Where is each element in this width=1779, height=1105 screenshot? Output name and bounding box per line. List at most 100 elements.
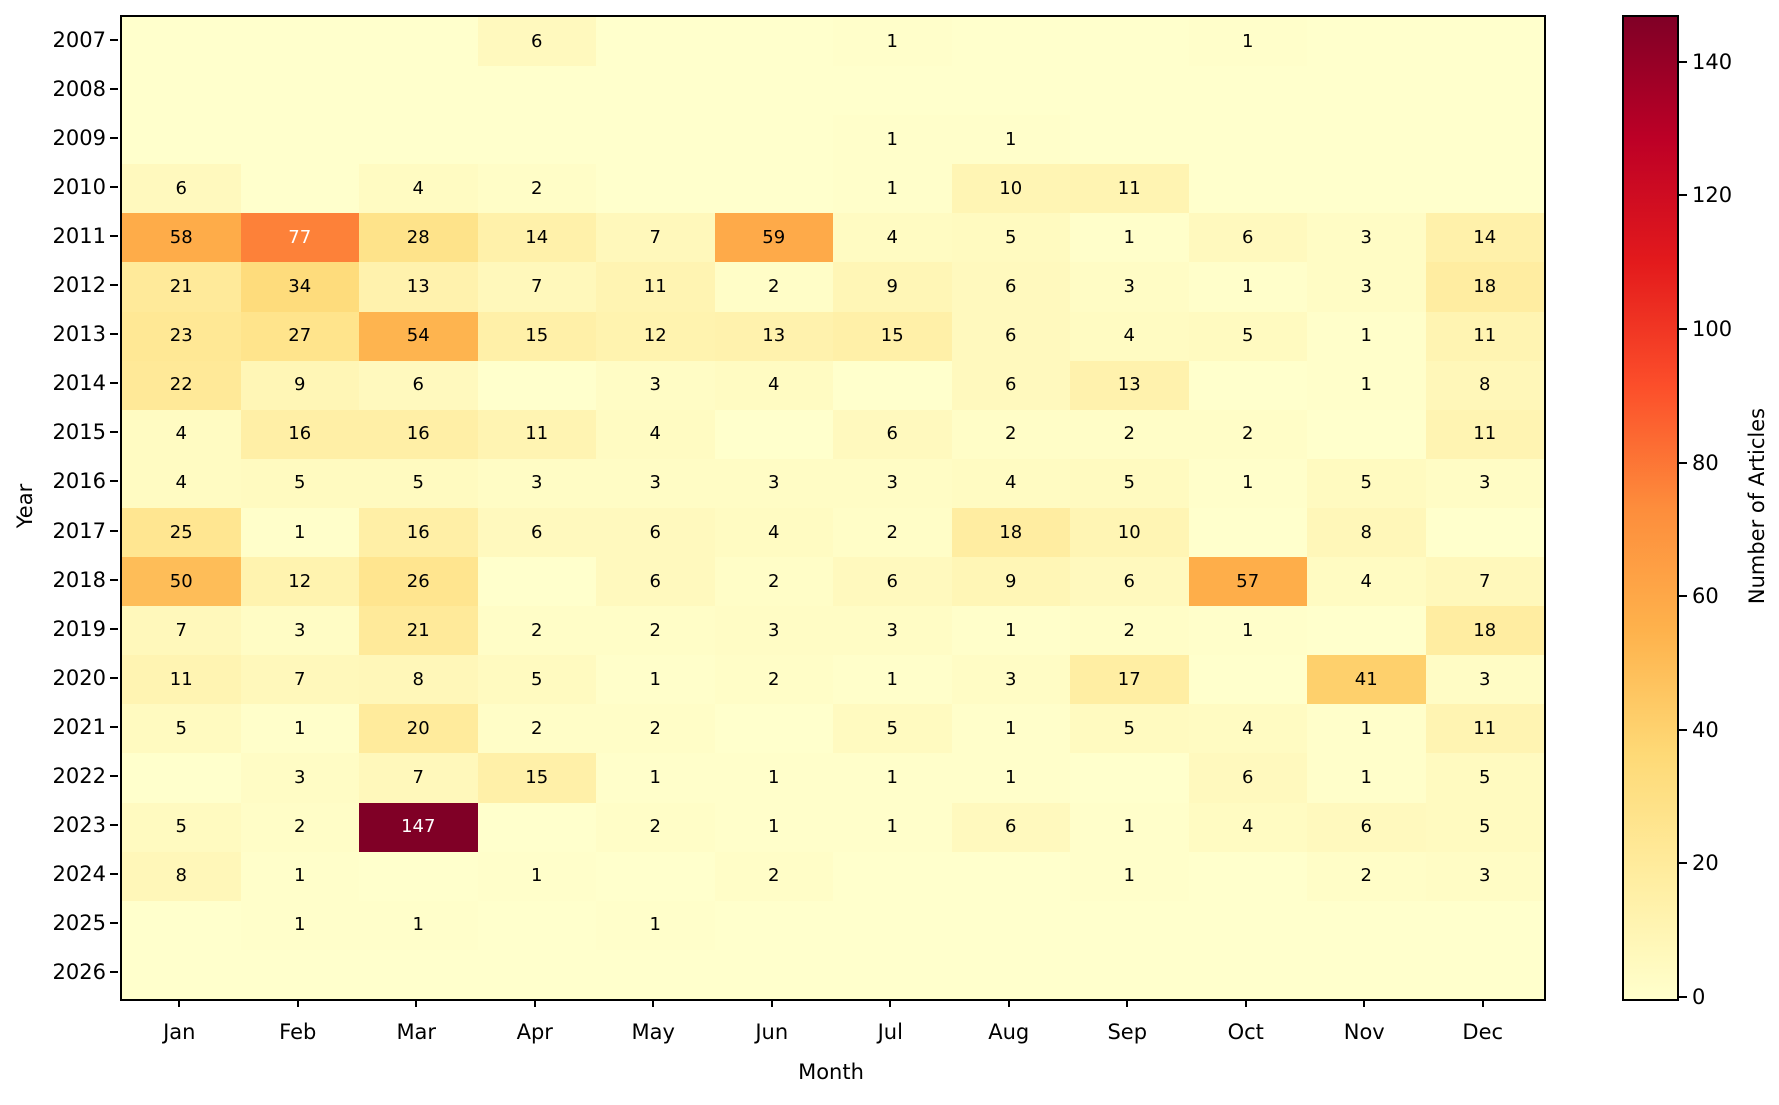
heatmap-cell: 1 xyxy=(714,753,833,803)
heatmap-cell xyxy=(477,802,596,852)
heatmap-cell: 2 xyxy=(714,262,833,312)
heatmap-cell: 2 xyxy=(714,851,833,901)
heatmap-cell xyxy=(240,17,359,67)
heatmap-cell: 5 xyxy=(833,704,952,754)
heatmap-cell: 28 xyxy=(359,213,478,263)
heatmap-cell: 147 xyxy=(359,802,478,852)
heatmap-cell: 3 xyxy=(1070,262,1189,312)
heatmap-cell: 7 xyxy=(240,655,359,705)
year-axis-tick-label: 2011 xyxy=(52,223,106,248)
year-axis-tick xyxy=(110,382,118,385)
month-axis-tick xyxy=(889,999,892,1007)
heatmap-cell xyxy=(1425,507,1544,558)
heatmap-cell: 3 xyxy=(833,458,952,508)
year-axis-tick-label: 2013 xyxy=(52,322,106,347)
year-axis-tick xyxy=(110,38,118,41)
heatmap-cell xyxy=(714,900,833,950)
heatmap-cell: 5 xyxy=(1307,458,1426,508)
heatmap-cell: 11 xyxy=(477,409,596,459)
heatmap-cell xyxy=(1070,753,1189,803)
month-axis-tick xyxy=(770,999,773,1007)
heatmap-cell: 4 xyxy=(359,164,478,214)
heatmap-cell: 3 xyxy=(240,753,359,803)
month-axis-tick-label: Dec xyxy=(1462,1020,1504,1044)
heatmap-cell: 3 xyxy=(714,458,833,508)
heatmap-cell: 2 xyxy=(714,557,833,607)
year-axis-tick xyxy=(110,873,118,876)
heatmap-cell: 6 xyxy=(951,360,1070,410)
heatmap-cell xyxy=(1307,17,1426,67)
heatmap-cell: 6 xyxy=(833,409,952,459)
heatmap-cell: 7 xyxy=(596,213,715,263)
heatmap-cell: 2 xyxy=(1070,606,1189,656)
month-axis-tick xyxy=(296,999,299,1007)
heatmap-cell xyxy=(122,17,241,67)
heatmap-cell: 18 xyxy=(1425,606,1544,656)
colorbar-gradient xyxy=(1624,17,1677,999)
heatmap-cell: 17 xyxy=(1070,655,1189,705)
heatmap-cell xyxy=(359,949,478,999)
heatmap-plot-area: 6 1 1 1 1 6 4 2 1 10 11 58 77 28 14 7 59 4 5 1 6 3 14 21 34 13 7 11… xyxy=(120,15,1546,1001)
heatmap-cell xyxy=(1307,409,1426,459)
colorbar-tick-label: 80 xyxy=(1692,450,1719,475)
heatmap-cell: 1 xyxy=(714,802,833,852)
heatmap-cell xyxy=(359,66,478,116)
heatmap-cell: 3 xyxy=(1307,213,1426,263)
heatmap-cell xyxy=(596,164,715,214)
heatmap-cell: 13 xyxy=(359,262,478,312)
colorbar-tick-label: 120 xyxy=(1692,183,1733,208)
heatmap-cell: 1 xyxy=(596,655,715,705)
heatmap-cell: 1 xyxy=(833,802,952,852)
colorbar-tick xyxy=(1679,60,1687,63)
heatmap-cell: 4 xyxy=(951,458,1070,508)
heatmap-cell xyxy=(1188,360,1307,410)
heatmap-cell: 1 xyxy=(951,115,1070,165)
heatmap-cell: 13 xyxy=(1070,360,1189,410)
heatmap-cell: 12 xyxy=(596,311,715,361)
heatmap-cell: 1 xyxy=(833,655,952,705)
heatmap-cell xyxy=(1307,949,1426,999)
heatmap-cell: 5 xyxy=(240,458,359,508)
heatmap-cell: 6 xyxy=(1188,753,1307,803)
colorbar-tick xyxy=(1679,194,1687,197)
heatmap-cell: 14 xyxy=(477,213,596,263)
heatmap-cell xyxy=(122,949,241,999)
heatmap-cell: 3 xyxy=(1425,851,1544,901)
heatmap-cell: 20 xyxy=(359,704,478,754)
heatmap-cell: 3 xyxy=(240,606,359,656)
heatmap-cell: 11 xyxy=(1070,164,1189,214)
heatmap-cell: 11 xyxy=(1425,409,1544,459)
month-axis-tick-label: Oct xyxy=(1227,1020,1264,1044)
heatmap-cell: 11 xyxy=(596,262,715,312)
month-axis-tick-label: Feb xyxy=(279,1020,317,1044)
heatmap-cell xyxy=(1070,900,1189,950)
heatmap-cell xyxy=(596,115,715,165)
heatmap-cell xyxy=(1188,115,1307,165)
heatmap-cell: 1 xyxy=(833,17,952,67)
heatmap-cell xyxy=(477,900,596,950)
heatmap-cell xyxy=(240,949,359,999)
year-axis-tick-label: 2008 xyxy=(52,76,106,101)
heatmap-cell: 3 xyxy=(1425,458,1544,508)
heatmap-cell xyxy=(359,17,478,67)
heatmap-cell: 6 xyxy=(596,507,715,558)
heatmap-cell xyxy=(1425,66,1544,116)
heatmap-cell: 8 xyxy=(1307,507,1426,558)
year-axis-tick xyxy=(110,136,118,139)
heatmap-cell: 2 xyxy=(951,409,1070,459)
heatmap-cell xyxy=(596,949,715,999)
heatmap-cell: 6 xyxy=(833,557,952,607)
heatmap-cell xyxy=(833,851,952,901)
year-axis-tick-label: 2025 xyxy=(52,911,106,936)
heatmap-cell: 1 xyxy=(240,851,359,901)
heatmap-cell xyxy=(477,360,596,410)
heatmap-cell: 8 xyxy=(1425,360,1544,410)
heatmap-cell: 6 xyxy=(1307,802,1426,852)
heatmap-cell: 50 xyxy=(122,557,241,607)
heatmap-cell xyxy=(714,17,833,67)
colorbar-tick-label: 40 xyxy=(1692,717,1719,742)
heatmap-cell xyxy=(1307,164,1426,214)
heatmap-cell: 4 xyxy=(833,213,952,263)
heatmap-cell: 4 xyxy=(122,458,241,508)
